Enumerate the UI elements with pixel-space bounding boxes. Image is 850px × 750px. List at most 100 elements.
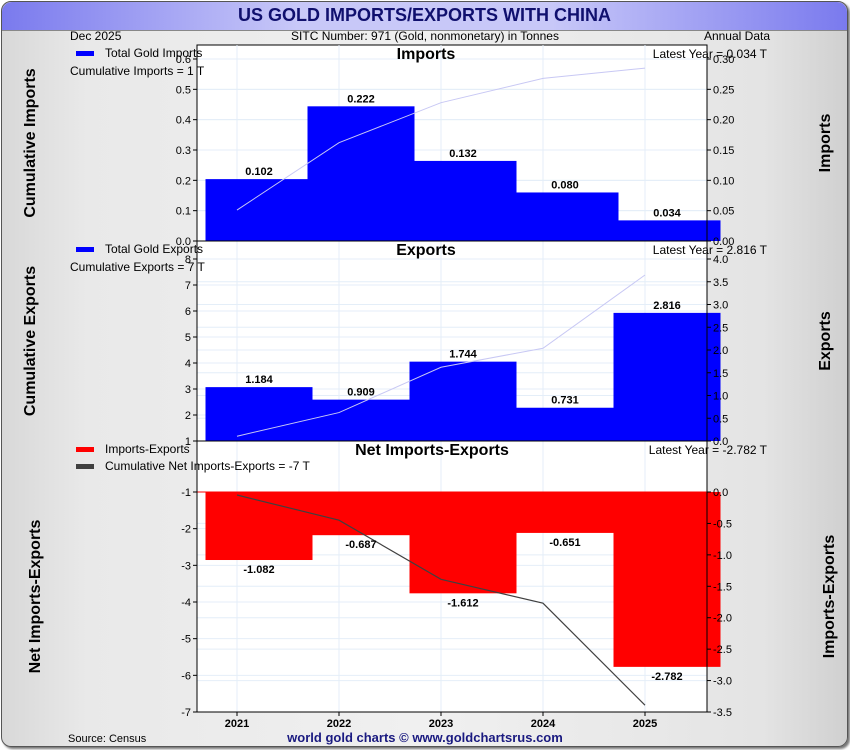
x-tick-label: 2024	[531, 718, 556, 730]
y-tick-label-left: 0.1	[176, 206, 191, 218]
bar-value-label: 0.222	[347, 93, 375, 105]
y-tick-label-left: 7	[185, 280, 191, 292]
y-tick-label-right: -1.0	[713, 550, 732, 562]
y-tick-label-right: 0.15	[713, 145, 734, 157]
title-bar	[2, 2, 847, 31]
cumulative-annotation: Cumulative Imports = 1 T	[70, 64, 205, 78]
cumulative-line	[236, 274, 646, 437]
bar-value-label: 0.909	[347, 387, 375, 399]
site-credit[interactable]: world gold charts © www.goldchartsrus.co…	[287, 730, 563, 745]
bar-value-label: -1.082	[243, 564, 274, 576]
y-axis-title-left: Cumulative Imports	[22, 68, 39, 217]
bar-value-label: 1.744	[449, 349, 477, 361]
legend-swatch	[76, 447, 94, 452]
y-tick-label-right: 3.5	[713, 277, 728, 289]
bar-2024	[511, 407, 619, 441]
legend-label: Cumulative Net Imports-Exports = -7 T	[105, 459, 311, 473]
y-tick-label-right: 0.00	[713, 236, 734, 248]
y-tick-label-right: 0.0	[713, 487, 728, 499]
subtitle: SITC Number: 971 (Gold, nonmonetary) in …	[291, 29, 559, 43]
y-tick-label-right: 0.05	[713, 206, 734, 218]
latest-year-annotation: Latest Year = -2.782 T	[649, 443, 768, 457]
bar-2021	[205, 179, 313, 241]
cumulative-annotation: Cumulative Exports = 7 T	[70, 260, 206, 274]
y-tick-label-right: 2.5	[713, 322, 728, 334]
y-tick-label-left: -1	[181, 487, 191, 499]
bar-2021	[205, 492, 313, 561]
bar-2024	[511, 492, 619, 533]
legend-swatch	[76, 51, 94, 56]
y-tick-label-left: -7	[181, 707, 191, 719]
y-tick-label-left: -3	[181, 560, 191, 572]
y-tick-label-right: -3.0	[713, 676, 732, 688]
y-tick-label-left: 0.4	[176, 115, 191, 127]
y-axis-title-right: Imports-Exports	[821, 535, 838, 659]
x-tick-label: 2023	[429, 718, 453, 730]
y-tick-label-right: -0.5	[713, 518, 732, 530]
bar-2023	[409, 492, 517, 594]
y-tick-label-right: 0.25	[713, 84, 734, 96]
x-tick-label: 2021	[225, 718, 249, 730]
y-tick-label-right: 1.0	[713, 391, 728, 403]
bar-2025	[613, 492, 721, 667]
y-tick-label-right: 1.5	[713, 368, 728, 380]
frequency-label: Annual Data	[703, 29, 770, 43]
y-tick-label-right: 0.10	[713, 175, 734, 187]
bar-value-label: 0.102	[245, 166, 273, 178]
y-tick-label-right: 0.30	[713, 54, 734, 66]
y-tick-label-left: -2	[181, 524, 191, 536]
legend-label: Total Gold Imports	[105, 46, 202, 60]
y-tick-label-left: 4	[185, 358, 191, 370]
panel-title: Net Imports-Exports	[355, 442, 509, 459]
panel-title: Exports	[396, 242, 456, 259]
legend-swatch	[76, 247, 94, 252]
bar-2022	[307, 492, 415, 536]
bar-2024	[511, 192, 619, 241]
y-tick-label-right: -3.5	[713, 707, 732, 719]
cumulative-line	[236, 494, 646, 706]
y-tick-label-left: 1	[185, 436, 191, 448]
y-tick-label-right: 0.0	[713, 436, 728, 448]
bar-2025	[613, 220, 721, 241]
x-tick-label: 2022	[327, 718, 351, 730]
y-tick-label-right: 0.5	[713, 413, 728, 425]
bar-value-label: -0.651	[549, 537, 580, 549]
latest-year-annotation: Latest Year = 0.034 T	[653, 47, 768, 61]
bar-value-label: 0.034	[653, 207, 681, 219]
bar-value-label: 2.816	[653, 300, 681, 312]
y-axis-title-right: Imports	[817, 114, 834, 173]
y-axis-title-left: Net Imports-Exports	[27, 520, 44, 674]
bar-value-label: 1.184	[245, 374, 273, 386]
bar-value-label: 0.731	[551, 395, 579, 407]
source-label: Source: Census	[68, 733, 147, 745]
y-tick-label-left: 2	[185, 410, 191, 422]
date-label: Dec 2025	[70, 29, 122, 43]
chart-title: US GOLD IMPORTS/EXPORTS WITH CHINA	[237, 5, 611, 25]
bar-2022	[307, 399, 415, 441]
y-tick-label-right: 4.0	[713, 254, 728, 266]
y-tick-label-right: -2.5	[713, 644, 732, 656]
y-tick-label-right: -1.5	[713, 581, 732, 593]
y-tick-label-left: 6	[185, 306, 191, 318]
bar-value-label: -2.782	[651, 671, 682, 683]
bar-2023	[409, 160, 517, 241]
bar-value-label: 0.132	[449, 148, 477, 160]
bar-2022	[307, 106, 415, 241]
x-tick-label: 2025	[633, 718, 657, 730]
y-tick-label-left: -5	[181, 634, 191, 646]
y-tick-label-right: 0.20	[713, 115, 734, 127]
y-tick-label-left: 5	[185, 332, 191, 344]
y-tick-label-left: 0.2	[176, 175, 191, 187]
bar-2021	[205, 387, 313, 441]
bar-value-label: -1.612	[447, 597, 478, 609]
y-axis-title-right: Exports	[817, 311, 834, 371]
y-tick-label-right: 2.0	[713, 345, 728, 357]
y-axis-title-left: Cumulative Exports	[22, 266, 39, 416]
y-tick-label-right: -2.0	[713, 613, 732, 625]
bar-2025	[613, 312, 721, 441]
y-tick-label-left: -6	[181, 670, 191, 682]
bar-value-label: -0.687	[345, 539, 376, 551]
legend-swatch	[76, 464, 94, 469]
legend-label: Total Gold Exports	[105, 242, 203, 256]
